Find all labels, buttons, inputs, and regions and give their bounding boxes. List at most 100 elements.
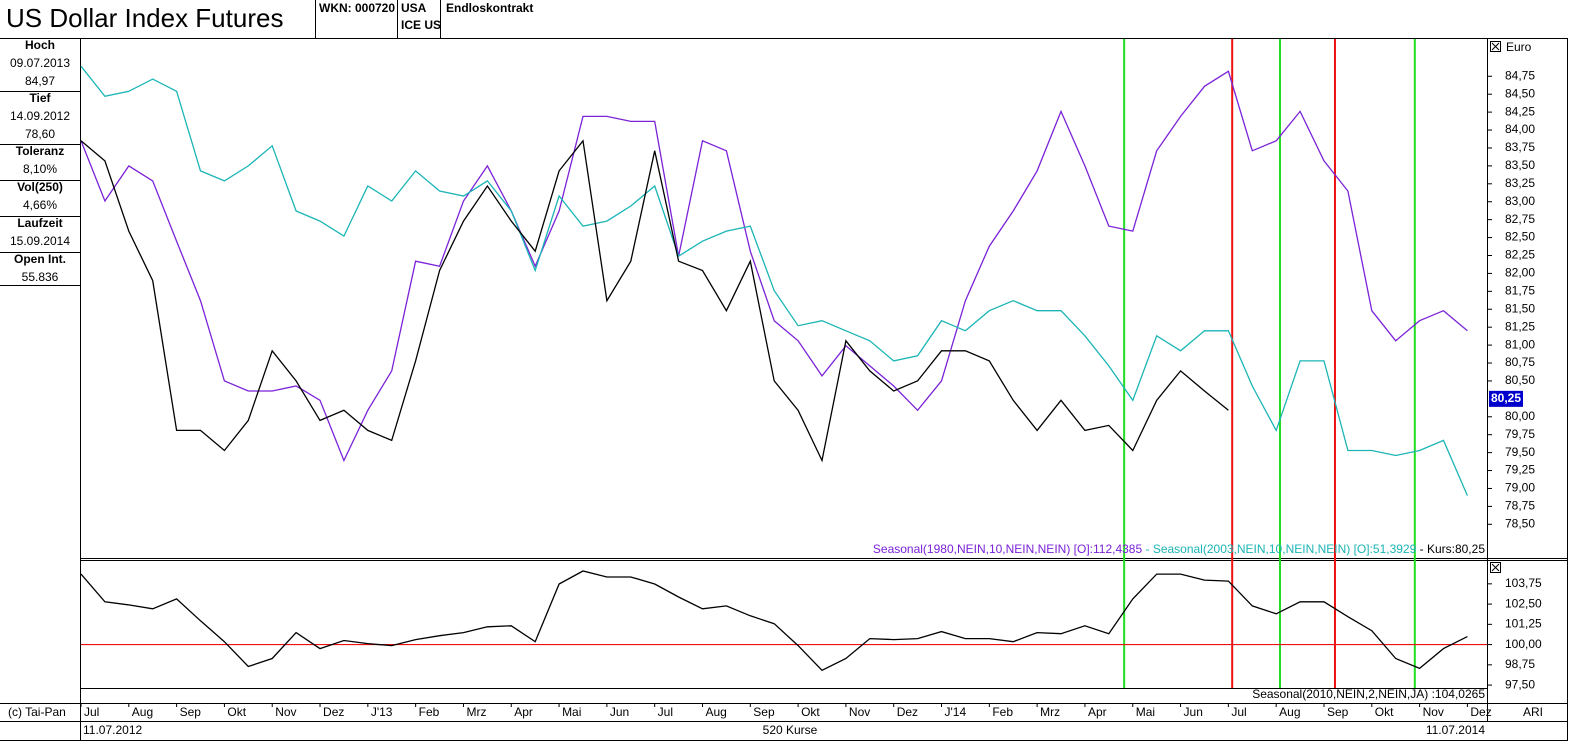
y-tick-label: 102,50 [1505, 596, 1542, 610]
stat-value: 14.09.2012 [10, 109, 70, 123]
y-tick-label: 81,75 [1505, 284, 1535, 298]
x-tick-label: Mrz [466, 705, 486, 719]
x-tick-label: J'14 [945, 705, 967, 719]
current-value-box [1489, 390, 1523, 407]
x-tick-label: Mrz [1040, 705, 1060, 719]
y-tick-label: 79,50 [1505, 445, 1535, 459]
x-tick-label: J'13 [371, 705, 393, 719]
y-tick-label: 83,75 [1505, 140, 1535, 154]
legend: Seasonal(1980,NEIN,10,NEIN,NEIN) [O]:112… [873, 542, 1485, 556]
y-tick-label: 97,50 [1505, 677, 1535, 691]
x-tick-label: Feb [992, 705, 1013, 719]
close-icon[interactable] [1490, 41, 1501, 52]
stat-value: 84,97 [25, 74, 55, 88]
x-tick-label: Mai [562, 705, 581, 719]
country: USA [401, 1, 427, 15]
x-tick-label: Aug [705, 705, 726, 719]
start-date: 11.07.2012 [83, 723, 142, 737]
y-tick-label: 80,75 [1505, 355, 1535, 369]
y-unit: Euro [1506, 40, 1532, 54]
y-tick-label: 83,50 [1505, 158, 1535, 172]
x-tick-label: Sep [180, 705, 202, 719]
chart-title: US Dollar Index Futures [6, 3, 283, 33]
legend-separator: - [1142, 542, 1153, 556]
y-tick-label: 82,00 [1505, 266, 1535, 280]
x-tick-label: Jul [84, 705, 99, 719]
y-tick-label: 100,00 [1505, 637, 1542, 651]
stat-value: 4,66% [23, 198, 57, 212]
x-tick-label: Okt [1375, 705, 1394, 719]
x-tick-label: Dez [1470, 705, 1491, 719]
wkn: WKN: 000720 [319, 1, 395, 15]
stat-value: 55.836 [22, 270, 59, 284]
x-tick-label: Jun [1184, 705, 1203, 719]
close-icon[interactable] [1490, 562, 1501, 573]
legend-entry: Kurs:80,25 [1427, 542, 1485, 556]
legend-entry: Seasonal(2010,NEIN,2,NEIN,JA) :104,0265 [1252, 687, 1485, 701]
series-line [80, 65, 1468, 496]
x-tick-label: Nov [1423, 705, 1444, 719]
price-count: 520 Kurse [763, 723, 818, 737]
stat-label: Vol(250) [17, 180, 63, 194]
stat-label: Open Int. [14, 252, 66, 266]
y-tick-label: 83,00 [1505, 194, 1535, 208]
y-tick-label: 103,75 [1505, 576, 1542, 590]
y-tick-label: 84,25 [1505, 104, 1535, 118]
y-tick-label: 82,50 [1505, 230, 1535, 244]
y-tick-label: 80,00 [1505, 409, 1535, 423]
y-tick-label: 82,75 [1505, 212, 1535, 226]
y-tick-label: 83,25 [1505, 176, 1535, 190]
y-tick-label: 101,25 [1505, 617, 1542, 631]
y-tick-label: 79,00 [1505, 481, 1535, 495]
y-tick-label: 78,50 [1505, 516, 1535, 530]
y-tick-label: 79,75 [1505, 427, 1535, 441]
x-tick-label: Sep [1327, 705, 1349, 719]
y-tick-label: 81,25 [1505, 319, 1535, 333]
y-tick-label: 98,75 [1505, 657, 1535, 671]
x-tick-label: Dez [897, 705, 918, 719]
y-tick-label: 84,75 [1505, 68, 1535, 82]
stat-value: 78,60 [25, 127, 55, 141]
stat-label: Hoch [25, 38, 55, 52]
contract: Endloskontrakt [446, 1, 533, 15]
x-tick-label: Jul [658, 705, 673, 719]
x-tick-label: Nov [849, 705, 870, 719]
y-tick-label: 81,00 [1505, 337, 1535, 351]
copyright: (c) Tai-Pan [8, 705, 66, 719]
y-tick-label: 80,50 [1505, 373, 1535, 387]
stat-value: 09.07.2013 [10, 56, 70, 70]
x-tick-label: Jul [1231, 705, 1246, 719]
x-tick-label: Aug [132, 705, 153, 719]
stat-label: Laufzeit [17, 216, 62, 230]
x-tick-label: Apr [1088, 705, 1107, 719]
x-tick-label: Okt [227, 705, 246, 719]
exchange: ICE US [401, 18, 441, 32]
x-tick-label: Okt [801, 705, 820, 719]
x-tick-label: Dez [323, 705, 344, 719]
current-value-label: 80,25 [1491, 391, 1521, 405]
legend: Seasonal(2010,NEIN,2,NEIN,JA) :104,0265 [1252, 687, 1485, 701]
x-tick-label: Mai [1136, 705, 1155, 719]
y-tick-label: 78,75 [1505, 499, 1535, 513]
legend-entry: Seasonal(2003,NEIN,10,NEIN,NEIN) [O]:51,… [1153, 542, 1417, 556]
x-tick-label: Jun [610, 705, 629, 719]
stat-label: Tief [29, 91, 51, 105]
series-line [80, 570, 1468, 672]
x-tick-label: Sep [753, 705, 775, 719]
legend-separator: - [1416, 542, 1427, 556]
x-tick-label: Apr [514, 705, 533, 719]
stat-value: 15.09.2014 [10, 234, 70, 248]
y-tick-label: 84,50 [1505, 86, 1535, 100]
end-date: 11.07.2014 [1426, 723, 1485, 737]
legend-entry: Seasonal(1980,NEIN,10,NEIN,NEIN) [O]:112… [873, 542, 1143, 556]
x-tick-label: Aug [1279, 705, 1300, 719]
stat-label: Toleranz [16, 144, 64, 158]
series-line [80, 139, 1229, 463]
corner-label: ARI [1523, 705, 1543, 719]
y-tick-label: 82,25 [1505, 248, 1535, 262]
y-tick-label: 81,50 [1505, 301, 1535, 315]
x-tick-label: Feb [419, 705, 440, 719]
y-tick-label: 84,00 [1505, 122, 1535, 136]
stat-value: 8,10% [23, 162, 57, 176]
